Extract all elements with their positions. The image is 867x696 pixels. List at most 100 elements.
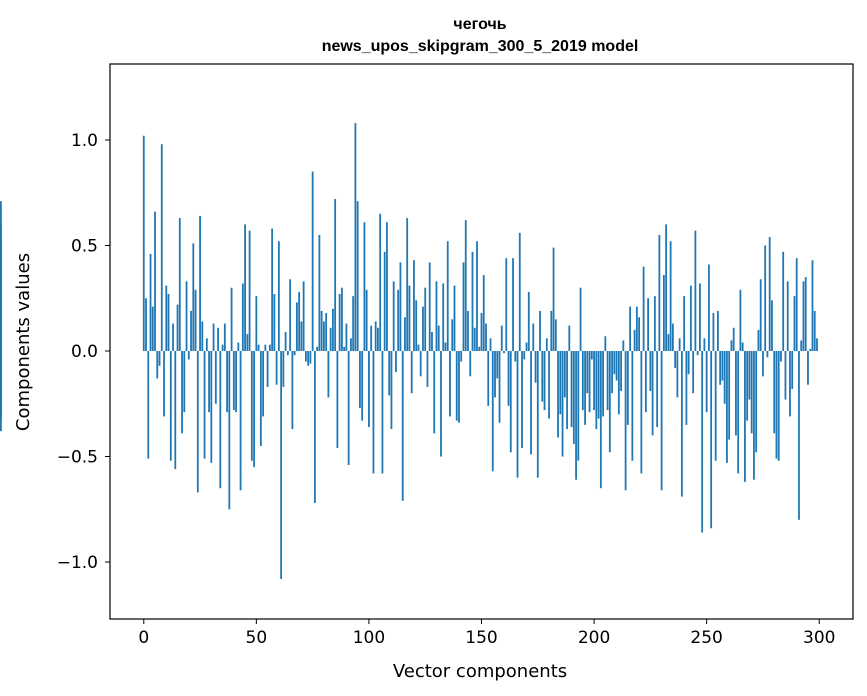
bar <box>577 351 580 461</box>
bar <box>446 241 449 351</box>
bar <box>773 351 776 434</box>
bar <box>487 351 490 406</box>
bar <box>435 281 438 351</box>
bar <box>494 351 496 398</box>
bar <box>485 323 487 351</box>
bar <box>660 351 663 491</box>
bar <box>764 245 767 351</box>
bar <box>313 351 316 503</box>
bar <box>642 266 645 351</box>
bar <box>705 351 708 413</box>
bar <box>354 123 357 351</box>
bar <box>440 351 442 457</box>
bar <box>469 351 472 377</box>
bar <box>334 199 337 351</box>
bar <box>744 351 746 482</box>
bar <box>187 351 190 360</box>
bar <box>404 317 406 351</box>
bar <box>615 351 618 381</box>
bar <box>753 351 755 480</box>
bar <box>539 310 541 351</box>
bar <box>732 327 735 351</box>
bar <box>343 346 346 351</box>
bar <box>746 351 749 421</box>
bar <box>509 351 512 453</box>
bar <box>633 329 636 351</box>
bar <box>235 351 237 413</box>
bar <box>604 336 607 351</box>
bar <box>455 351 458 421</box>
bar <box>284 332 287 351</box>
bar <box>662 275 665 351</box>
bar <box>449 351 451 417</box>
bar <box>804 277 807 351</box>
bar <box>523 351 526 360</box>
bar <box>768 237 771 351</box>
bar <box>534 351 537 383</box>
bar <box>473 327 476 351</box>
bar <box>665 224 668 351</box>
bar <box>676 351 679 398</box>
bar <box>295 302 298 351</box>
bar <box>521 351 523 449</box>
bar <box>584 351 586 425</box>
bar <box>160 144 163 351</box>
bar <box>250 351 253 461</box>
bar <box>482 275 485 351</box>
bar <box>300 321 303 351</box>
bar <box>696 351 699 356</box>
bar <box>392 281 395 351</box>
bar <box>0 277 2 351</box>
bar <box>451 319 454 351</box>
bar <box>741 342 744 351</box>
bar <box>674 351 677 368</box>
bar <box>739 289 742 351</box>
bar <box>527 291 530 351</box>
bar <box>710 351 713 529</box>
bar <box>460 351 463 362</box>
bar <box>442 283 445 351</box>
bar <box>638 317 641 351</box>
bar <box>798 351 800 520</box>
bar <box>298 291 301 351</box>
x-tick-label: 100 <box>353 628 385 648</box>
bar <box>345 323 348 351</box>
bar <box>426 351 429 387</box>
bar <box>277 241 280 351</box>
bar <box>156 351 159 379</box>
bar <box>536 351 539 478</box>
bar <box>363 222 366 351</box>
bar <box>246 334 249 351</box>
bar <box>266 351 269 387</box>
bar <box>735 351 737 436</box>
y-tick-label: 0.5 <box>71 236 98 256</box>
bar <box>694 230 697 351</box>
y-tick-label: 0.0 <box>71 342 98 362</box>
bar <box>381 351 384 474</box>
bar <box>512 258 514 351</box>
bar <box>602 351 604 417</box>
bar <box>196 351 199 493</box>
bar <box>356 201 359 351</box>
x-tick-label: 250 <box>690 628 722 648</box>
x-tick-label: 300 <box>803 628 835 648</box>
bar <box>178 218 181 351</box>
bar <box>563 351 566 398</box>
bar <box>399 262 402 351</box>
bar <box>293 351 296 356</box>
bar <box>318 234 321 351</box>
bar <box>530 351 532 455</box>
bar <box>329 327 332 351</box>
bar <box>552 247 555 351</box>
bar <box>687 351 690 375</box>
bar <box>678 338 681 351</box>
bar <box>437 325 440 351</box>
plot-frame <box>109 63 854 620</box>
bar <box>635 306 638 351</box>
bar <box>147 351 150 459</box>
bar <box>588 351 591 413</box>
bar <box>759 279 762 351</box>
bar <box>361 351 364 421</box>
bar <box>201 321 204 351</box>
bar <box>786 281 789 351</box>
